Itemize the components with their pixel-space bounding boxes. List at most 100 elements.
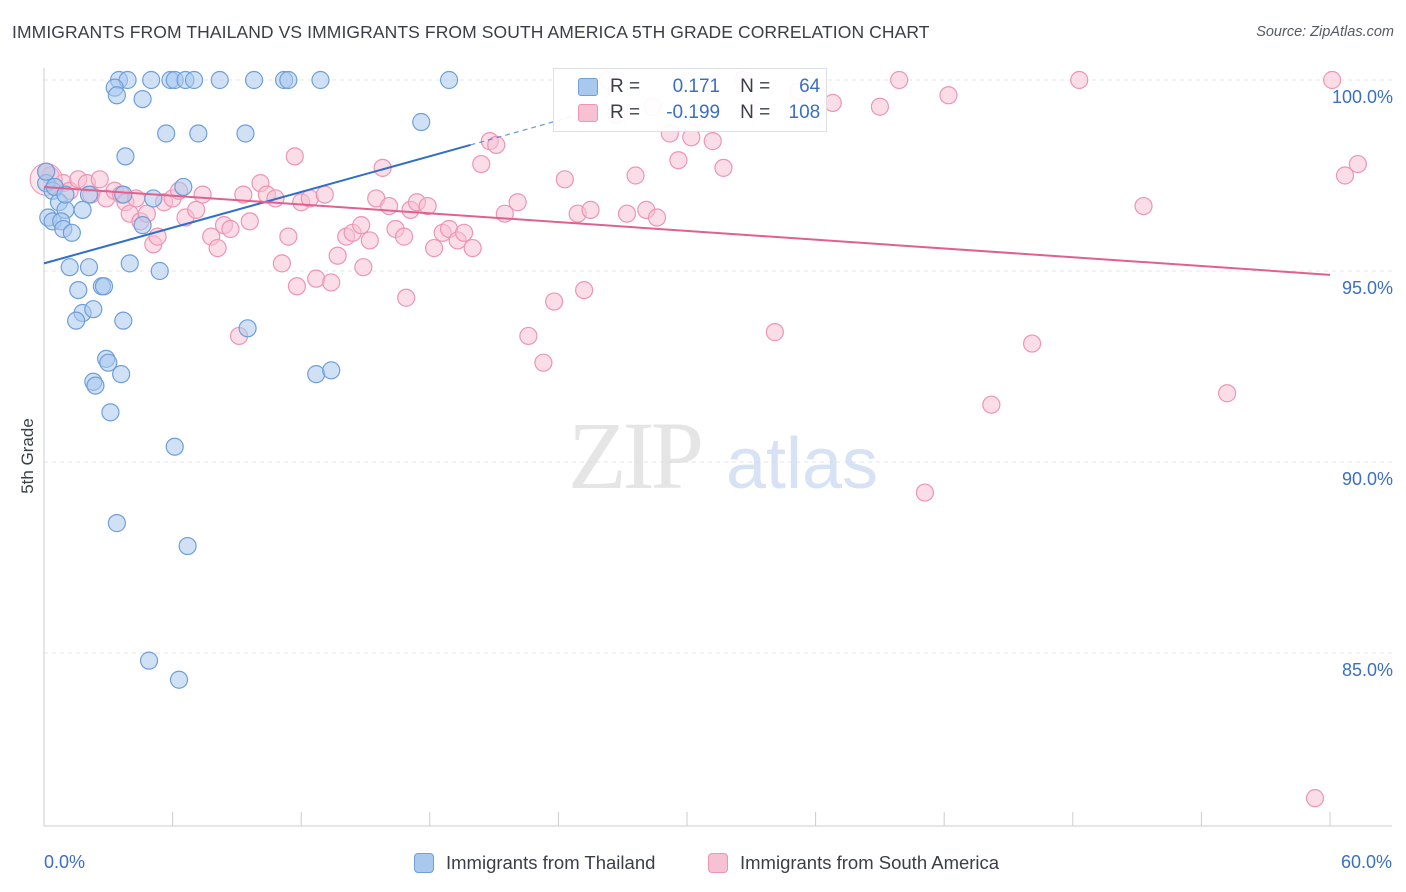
n-value: 64: [799, 76, 821, 97]
legend-swatch-south-america: [708, 853, 728, 873]
y-tick-labels: 85.0% 90.0% 95.0% 100.0%: [1332, 87, 1393, 680]
legend-item-thailand[interactable]: Immigrants from Thailand: [414, 852, 655, 874]
axes: [43, 68, 1392, 827]
point-south-america: [418, 196, 437, 216]
point-south-america: [307, 269, 326, 288]
point-south-america: [193, 185, 212, 204]
point-thailand: [133, 89, 152, 109]
point-thailand: [56, 185, 75, 204]
point-south-america: [90, 170, 109, 189]
point-south-america: [240, 212, 259, 231]
point-south-america: [575, 281, 594, 300]
point-south-america: [669, 151, 688, 170]
point-thailand: [210, 70, 229, 90]
point-thailand: [79, 258, 99, 277]
point-thailand: [238, 319, 257, 338]
point-thailand: [112, 365, 131, 384]
point-thailand: [133, 216, 152, 235]
point-south-america: [519, 326, 538, 346]
point-south-america: [1323, 70, 1342, 90]
point-thailand: [150, 261, 169, 281]
point-south-america: [187, 200, 206, 219]
point-thailand: [165, 437, 184, 456]
point-south-america: [626, 166, 645, 185]
point-south-america: [360, 231, 379, 250]
point-south-america: [581, 200, 600, 219]
point-thailand: [84, 300, 103, 319]
point-south-america: [354, 258, 373, 277]
r-value: 0.171: [672, 76, 721, 97]
point-thailand: [412, 112, 431, 132]
point-south-america: [472, 154, 491, 174]
source-label: Source: ZipAtlas.com: [1256, 24, 1394, 40]
point-south-america: [939, 86, 958, 105]
point-thailand: [189, 124, 208, 143]
stats-legend: R = 0.171 N = 64 R = -0.199 N = 108: [553, 68, 827, 132]
point-south-america: [508, 193, 527, 212]
point-south-america: [487, 135, 506, 155]
point-south-america: [1070, 70, 1089, 90]
point-south-america: [555, 170, 574, 189]
legend-label-south-america: Immigrants from South America: [740, 852, 1000, 873]
point-south-america: [1134, 196, 1153, 216]
n-label: N =: [740, 76, 771, 97]
chart-title: IMMIGRANTS FROM THAILAND VS IMMIGRANTS F…: [12, 22, 930, 42]
swatch-thailand: [578, 78, 598, 96]
point-south-america: [890, 70, 909, 90]
x-tick-label-min: 0.0%: [44, 852, 86, 872]
point-south-america: [982, 395, 1001, 414]
series-thailand-points: [37, 70, 459, 689]
point-south-america: [397, 288, 416, 307]
point-thailand: [101, 403, 120, 422]
point-south-america: [1305, 789, 1325, 808]
point-south-america: [379, 196, 399, 216]
point-thailand: [86, 376, 105, 395]
point-thailand: [236, 124, 255, 143]
point-south-america: [765, 323, 784, 342]
point-thailand: [142, 70, 161, 90]
point-thailand: [120, 254, 139, 273]
swatch-south-america: [578, 104, 598, 122]
point-south-america: [424, 238, 444, 258]
point-thailand: [116, 147, 135, 166]
point-south-america: [287, 277, 307, 296]
point-south-america: [534, 353, 553, 372]
watermark-zip: ZIP: [568, 402, 701, 509]
n-label: N =: [740, 102, 771, 123]
watermark: ZIP atlas: [568, 402, 878, 509]
point-thailand: [307, 365, 326, 384]
legend-swatch-thailand: [414, 853, 434, 873]
point-south-america: [285, 147, 304, 166]
trend-line-south-america: [43, 185, 1331, 276]
point-thailand: [311, 70, 330, 90]
point-thailand: [184, 70, 204, 90]
stats-row-south-america: R = -0.199 N = 108: [578, 101, 820, 125]
legend-item-south-america[interactable]: Immigrants from South America: [708, 852, 999, 874]
point-south-america: [315, 185, 334, 204]
point-south-america: [617, 204, 637, 223]
point-south-america: [394, 227, 414, 246]
point-south-america: [545, 292, 564, 311]
point-thailand: [178, 536, 197, 556]
watermark-atlas: atlas: [726, 424, 878, 504]
point-south-america: [279, 227, 298, 246]
point-thailand: [144, 189, 163, 208]
point-south-america: [1348, 154, 1367, 174]
point-south-america: [703, 132, 722, 151]
point-thailand: [107, 86, 126, 105]
point-south-america: [272, 254, 292, 273]
point-thailand: [62, 223, 81, 242]
y-tick-label: 90.0%: [1342, 469, 1393, 489]
point-south-america: [870, 97, 890, 116]
n-value: 108: [788, 102, 821, 123]
point-thailand: [107, 514, 126, 533]
stats-row-thailand: R = 0.171 N = 64: [578, 75, 820, 99]
point-thailand: [114, 185, 133, 204]
point-thailand: [244, 70, 264, 90]
point-south-america: [234, 185, 253, 204]
point-south-america: [1218, 384, 1237, 403]
y-tick-label: 85.0%: [1342, 660, 1393, 680]
point-south-america: [714, 158, 733, 177]
point-thailand: [169, 670, 189, 689]
r-label: R =: [610, 76, 641, 97]
